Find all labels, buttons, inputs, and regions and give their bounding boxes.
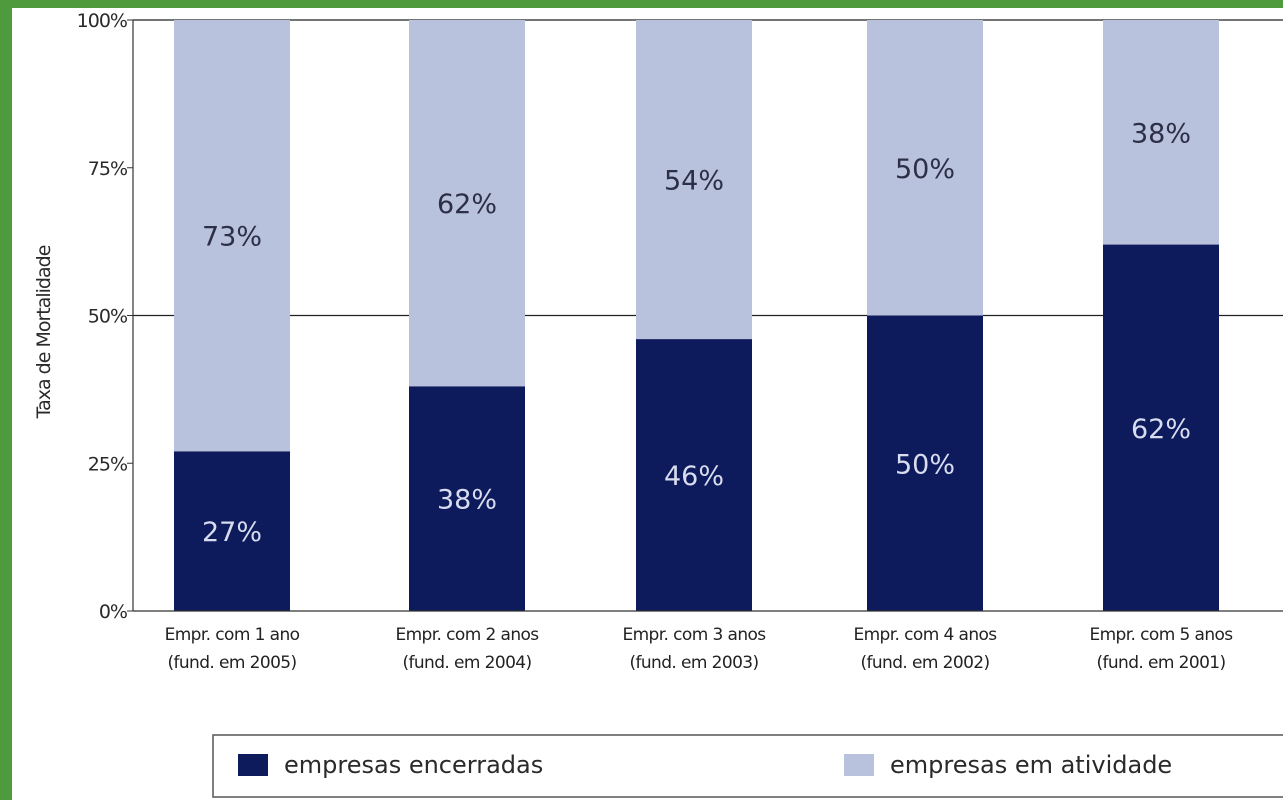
data-label-em-atividade: 38% <box>1131 118 1191 149</box>
x-axis: Empr. com 1 ano (fund. em 2005) Empr. com … <box>133 610 1283 673</box>
y-axis: Taxa de Mortalidade 0% 25% 50% 75% 100% <box>33 10 134 623</box>
bar-segment-encerradas <box>174 451 290 611</box>
x-tick-sublabel: (fund. em 2004) <box>402 653 531 673</box>
legend-box <box>212 734 1283 798</box>
y-axis-title: Taxa de Mortalidade <box>33 245 55 419</box>
x-tick-label: Empr. com 3 anos <box>622 625 766 645</box>
y-tick-label: 0% <box>99 601 127 623</box>
x-tick-label: Empr. com 5 anos <box>1089 625 1233 645</box>
data-label-em-atividade: 62% <box>437 189 497 220</box>
data-label-em-atividade: 50% <box>895 154 955 185</box>
bar-segment-encerradas <box>636 339 752 611</box>
data-label-encerradas: 27% <box>202 517 262 548</box>
legend: empresas encerradas empresas em atividad… <box>212 734 1283 798</box>
green-border-top <box>0 0 1283 8</box>
bar-segment-encerradas <box>1103 244 1219 611</box>
x-tick-sublabel: (fund. em 2005) <box>167 653 296 673</box>
y-tick-label: 100% <box>77 10 127 32</box>
bar-segment-em-atividade <box>1103 20 1219 245</box>
bar-segment-em-atividade <box>867 20 983 316</box>
data-label-encerradas: 50% <box>895 449 955 480</box>
data-label-em-atividade: 73% <box>202 222 262 253</box>
bar-segment-em-atividade <box>409 20 525 387</box>
bar-segment-encerradas <box>409 386 525 611</box>
legend-swatch-encerradas <box>238 754 268 776</box>
data-label-em-atividade: 54% <box>664 166 724 197</box>
x-tick-sublabel: (fund. em 2003) <box>629 653 758 673</box>
green-border-left <box>0 0 12 800</box>
y-tick-label: 75% <box>88 158 127 180</box>
bar-segment-encerradas <box>867 315 983 611</box>
x-tick-label: Empr. com 2 anos <box>395 625 539 645</box>
data-label-encerradas: 46% <box>664 461 724 492</box>
x-tick-sublabel: (fund. em 2001) <box>1096 653 1225 673</box>
legend-swatch-atividade <box>844 754 874 776</box>
x-tick-label: Empr. com 1 ano <box>165 625 300 645</box>
bar-segment-em-atividade <box>636 20 752 340</box>
legend-label-encerradas: empresas encerradas <box>284 751 543 779</box>
bar-segment-em-atividade <box>174 20 290 452</box>
y-tick-label: 50% <box>88 306 127 328</box>
x-tick-label: Empr. com 4 anos <box>853 625 997 645</box>
bars-group: 27% 73% 38% 62% 46% 54% 50% 50% 62% 38% <box>174 20 1219 611</box>
legend-label-atividade: empresas em atividade <box>890 751 1172 779</box>
y-tick-label: 25% <box>88 453 127 475</box>
data-label-encerradas: 62% <box>1131 414 1191 445</box>
data-label-encerradas: 38% <box>437 485 497 516</box>
x-tick-sublabel: (fund. em 2002) <box>860 653 989 673</box>
